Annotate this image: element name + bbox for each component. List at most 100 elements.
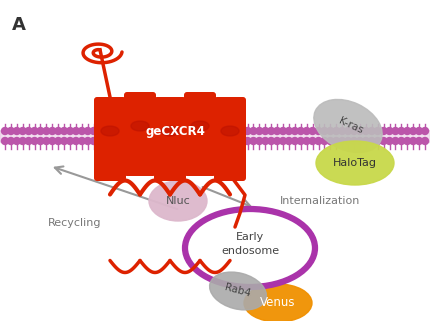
- Text: Internalization: Internalization: [280, 196, 360, 206]
- Circle shape: [303, 137, 310, 144]
- FancyBboxPatch shape: [124, 92, 156, 176]
- Circle shape: [321, 127, 328, 134]
- Text: Rab4: Rab4: [224, 283, 252, 299]
- Circle shape: [356, 127, 363, 134]
- Circle shape: [309, 127, 316, 134]
- Circle shape: [368, 137, 375, 144]
- Circle shape: [398, 127, 405, 134]
- Ellipse shape: [149, 181, 207, 221]
- Text: HaloTag: HaloTag: [333, 158, 377, 168]
- Circle shape: [297, 137, 304, 144]
- Circle shape: [43, 137, 50, 144]
- Ellipse shape: [185, 209, 315, 287]
- Circle shape: [292, 127, 298, 134]
- Circle shape: [67, 127, 74, 134]
- Circle shape: [262, 127, 269, 134]
- Circle shape: [333, 127, 340, 134]
- Circle shape: [386, 137, 393, 144]
- Circle shape: [404, 127, 411, 134]
- Ellipse shape: [244, 284, 312, 321]
- Circle shape: [13, 137, 20, 144]
- Circle shape: [339, 137, 346, 144]
- Circle shape: [244, 137, 251, 144]
- Circle shape: [25, 127, 32, 134]
- Circle shape: [339, 127, 346, 134]
- Circle shape: [315, 137, 322, 144]
- Circle shape: [37, 137, 44, 144]
- Circle shape: [25, 137, 32, 144]
- FancyBboxPatch shape: [184, 92, 216, 176]
- Circle shape: [356, 137, 363, 144]
- Circle shape: [374, 127, 381, 134]
- Circle shape: [250, 137, 257, 144]
- Ellipse shape: [314, 100, 382, 152]
- Circle shape: [309, 137, 316, 144]
- Circle shape: [297, 127, 304, 134]
- Ellipse shape: [316, 141, 394, 185]
- Text: Early
endosome: Early endosome: [221, 232, 279, 256]
- Circle shape: [268, 137, 275, 144]
- Bar: [0, 130, 430, 142]
- Circle shape: [250, 127, 257, 134]
- Circle shape: [333, 137, 340, 144]
- Circle shape: [1, 127, 9, 134]
- Circle shape: [90, 137, 97, 144]
- FancyBboxPatch shape: [154, 97, 186, 181]
- Ellipse shape: [191, 121, 209, 131]
- Circle shape: [321, 137, 328, 144]
- Circle shape: [49, 137, 56, 144]
- FancyBboxPatch shape: [214, 97, 246, 181]
- Circle shape: [315, 127, 322, 134]
- Circle shape: [55, 127, 62, 134]
- Circle shape: [374, 137, 381, 144]
- Circle shape: [19, 137, 26, 144]
- Circle shape: [410, 137, 417, 144]
- Ellipse shape: [101, 126, 119, 136]
- Circle shape: [31, 137, 38, 144]
- Ellipse shape: [209, 272, 267, 310]
- Circle shape: [327, 127, 334, 134]
- Circle shape: [78, 137, 86, 144]
- Circle shape: [386, 127, 393, 134]
- Circle shape: [1, 137, 9, 144]
- Circle shape: [78, 127, 86, 134]
- Circle shape: [421, 137, 429, 144]
- Circle shape: [368, 127, 375, 134]
- Circle shape: [19, 127, 26, 134]
- Ellipse shape: [131, 121, 149, 131]
- Text: Recycling: Recycling: [48, 218, 102, 228]
- Text: A: A: [12, 16, 26, 34]
- Circle shape: [84, 137, 91, 144]
- Circle shape: [286, 137, 292, 144]
- Circle shape: [37, 127, 44, 134]
- Circle shape: [273, 137, 281, 144]
- Circle shape: [362, 137, 369, 144]
- Circle shape: [43, 127, 50, 134]
- Circle shape: [280, 127, 286, 134]
- Circle shape: [7, 137, 15, 144]
- Circle shape: [392, 127, 399, 134]
- Circle shape: [380, 127, 387, 134]
- Circle shape: [362, 127, 369, 134]
- Text: Venus: Venus: [260, 297, 296, 309]
- Ellipse shape: [161, 126, 179, 136]
- Circle shape: [262, 137, 269, 144]
- Circle shape: [392, 137, 399, 144]
- Circle shape: [421, 127, 429, 134]
- Circle shape: [415, 137, 423, 144]
- Circle shape: [84, 127, 91, 134]
- Circle shape: [273, 127, 281, 134]
- Circle shape: [327, 137, 334, 144]
- Circle shape: [344, 127, 352, 134]
- Circle shape: [61, 137, 68, 144]
- Circle shape: [344, 137, 352, 144]
- Circle shape: [286, 127, 292, 134]
- Circle shape: [55, 137, 62, 144]
- Circle shape: [67, 137, 74, 144]
- Circle shape: [61, 127, 68, 134]
- Circle shape: [292, 137, 298, 144]
- Circle shape: [256, 127, 263, 134]
- Circle shape: [73, 127, 80, 134]
- Circle shape: [415, 127, 423, 134]
- Circle shape: [31, 127, 38, 134]
